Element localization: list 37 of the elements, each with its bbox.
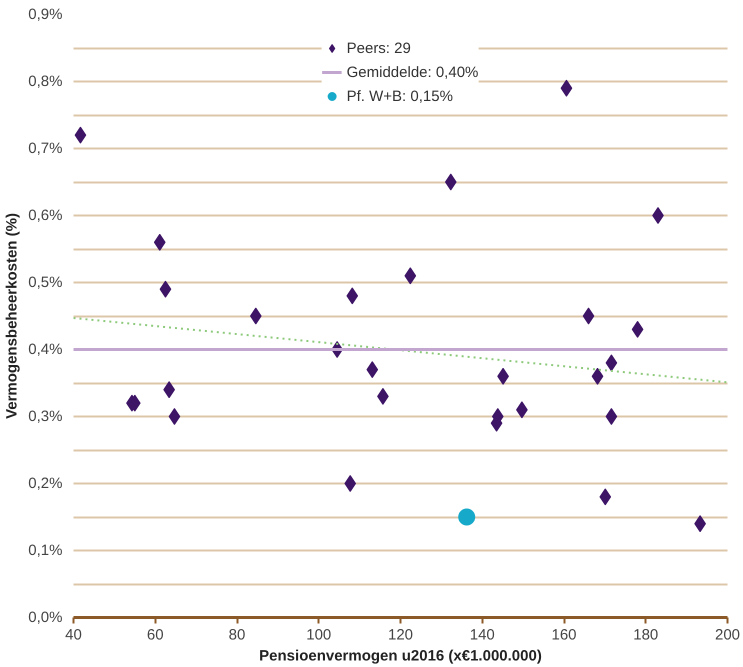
point: [444, 174, 457, 190]
y-axis-title: Vermogensbeheerkosten (%): [3, 213, 20, 419]
x-axis-title: Pensioenvermogen u2016 (x€1.000.000): [259, 648, 542, 664]
x-tick-label: 140: [470, 626, 495, 644]
point: [458, 508, 476, 526]
y-tick-label: 0,9%: [28, 6, 63, 23]
legend-label: Pf. W+B: 0,15%: [346, 88, 453, 104]
x-tick-label: 200: [714, 626, 740, 644]
y-tick-label: 0,4%: [28, 341, 63, 358]
legend-label: Peers: 29: [346, 40, 411, 56]
x-tick-label: 180: [633, 626, 658, 644]
point: [606, 408, 618, 425]
y-tick-label: 0,5%: [28, 274, 63, 291]
y-tick-label: 0,1%: [28, 542, 63, 559]
x-tick-label: 120: [388, 626, 414, 644]
point: [582, 308, 594, 324]
x-tick-label: 160: [551, 626, 577, 644]
point: [154, 234, 166, 251]
y-tick-label: 0,6%: [28, 207, 63, 224]
x-tick-label: 100: [306, 626, 332, 644]
point: [250, 308, 262, 324]
legend-label: Gemiddelde: 0,40%: [346, 64, 478, 80]
x-tick-label: 80: [228, 626, 246, 644]
y-tick-label: 0,2%: [28, 475, 63, 492]
point: [366, 361, 378, 378]
point: [344, 475, 356, 492]
y-tick-label: 0,3%: [28, 408, 63, 425]
x-tick-label: 60: [146, 626, 164, 644]
point: [652, 207, 664, 224]
y-tick-label: 0,0%: [28, 609, 63, 626]
point: [404, 267, 416, 284]
x-tick-label: 40: [65, 626, 82, 644]
point: [346, 287, 358, 304]
y-tick-label: 0,7%: [28, 140, 63, 157]
y-tick-label: 0,8%: [28, 73, 63, 90]
point: [599, 488, 612, 506]
point: [168, 408, 180, 425]
